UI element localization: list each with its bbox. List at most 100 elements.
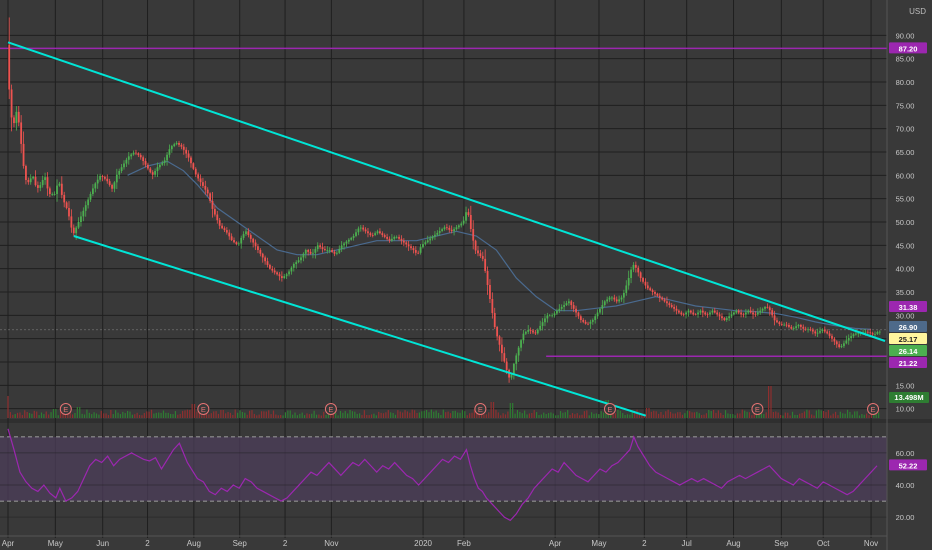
candle-body — [292, 264, 295, 268]
level-label-text: 87.20 — [899, 44, 918, 53]
volume-bar — [390, 412, 392, 418]
candle-body — [139, 155, 142, 158]
candle-body — [878, 331, 881, 333]
time-tick-label: Oct — [817, 539, 830, 548]
candle-body — [111, 184, 113, 189]
volume-bar — [354, 411, 356, 418]
candle-body — [728, 316, 731, 319]
volume-bar — [823, 410, 825, 418]
candle-body — [412, 248, 415, 250]
candle-body — [297, 260, 300, 263]
volume-bar — [689, 411, 691, 418]
price-label-box — [889, 357, 927, 368]
volume-bar — [213, 411, 215, 418]
volume-bar — [182, 410, 184, 418]
volume-bar — [464, 411, 466, 418]
candle-body — [713, 310, 716, 313]
volume-bar — [392, 412, 394, 418]
candle-body — [771, 310, 774, 316]
candle-body — [831, 335, 833, 339]
volume-bar — [796, 414, 798, 418]
volume-bar — [638, 413, 641, 418]
volume-bar — [370, 414, 373, 418]
candle-body — [192, 163, 195, 169]
time-tick-label: 2 — [145, 539, 150, 548]
volume-bar — [21, 415, 23, 418]
volume-bar — [325, 414, 327, 418]
volume-bar — [418, 412, 420, 418]
volume-bar — [275, 414, 277, 418]
candle-body — [687, 310, 690, 313]
volume-bar — [414, 410, 416, 418]
candle-body — [72, 227, 75, 234]
candle-body — [381, 233, 384, 236]
volume-bar — [564, 412, 566, 418]
volume-bar — [698, 413, 700, 418]
candle-body — [419, 247, 422, 253]
candle-body — [70, 216, 73, 228]
volume-bar — [342, 412, 344, 418]
candle-body — [338, 249, 341, 253]
candle-body — [785, 324, 788, 326]
candle-body — [328, 250, 331, 251]
candle-body — [216, 214, 219, 221]
candle-body — [414, 250, 417, 253]
volume-bar — [521, 413, 523, 418]
earnings-marker-label: E — [607, 405, 612, 414]
candle-body — [376, 231, 379, 234]
price-tick-label: 90.00 — [896, 31, 915, 40]
price-tick-label: 50.00 — [896, 218, 915, 227]
candle-body — [615, 299, 618, 302]
candle-body — [656, 293, 659, 296]
volume-bar — [272, 410, 275, 418]
candle-body — [737, 310, 740, 313]
volume-bar — [866, 413, 868, 418]
candle-body — [65, 202, 68, 208]
volume-bar — [172, 414, 174, 418]
volume-bar — [870, 413, 873, 418]
candle-body — [682, 314, 685, 316]
volume-bar — [110, 409, 112, 418]
candle-body — [501, 344, 503, 354]
volume-bar — [38, 415, 40, 418]
volume-bar — [447, 411, 449, 418]
candle-body — [99, 175, 101, 180]
candle-body — [699, 310, 702, 313]
candle-body — [22, 143, 25, 166]
volume-bar — [203, 413, 205, 418]
volume-bar — [421, 411, 423, 418]
candle-body — [194, 168, 197, 175]
candle-body — [804, 328, 807, 330]
candle-body — [869, 332, 872, 334]
volume-bar — [722, 414, 724, 418]
volume-bar — [198, 412, 200, 418]
candle-body — [570, 301, 573, 306]
volume-bar — [832, 413, 834, 418]
volume-bar — [631, 411, 633, 418]
candle-body — [295, 262, 298, 264]
volume-bar — [373, 413, 375, 418]
volume-bar — [457, 412, 459, 418]
candle-body — [161, 162, 164, 165]
candle-body — [422, 244, 424, 248]
volume-bar — [693, 412, 696, 418]
volume-bar — [734, 415, 736, 418]
candle-body — [393, 236, 396, 239]
candle-body — [668, 303, 671, 306]
candle-body — [680, 312, 683, 315]
candle-body — [429, 238, 432, 241]
volume-bar — [557, 415, 559, 418]
candle-body — [175, 142, 178, 145]
candle-body — [749, 310, 752, 313]
candle-body — [257, 246, 259, 250]
earnings-marker — [867, 403, 880, 415]
volume-bar — [368, 415, 370, 418]
volume-bar — [504, 414, 507, 418]
candle-body — [309, 251, 312, 254]
candle-body — [147, 164, 149, 169]
volume-bar — [851, 414, 853, 418]
candle-body — [807, 329, 809, 331]
candle-body — [819, 330, 821, 333]
candle-body — [252, 238, 255, 243]
candle-body — [467, 212, 470, 215]
